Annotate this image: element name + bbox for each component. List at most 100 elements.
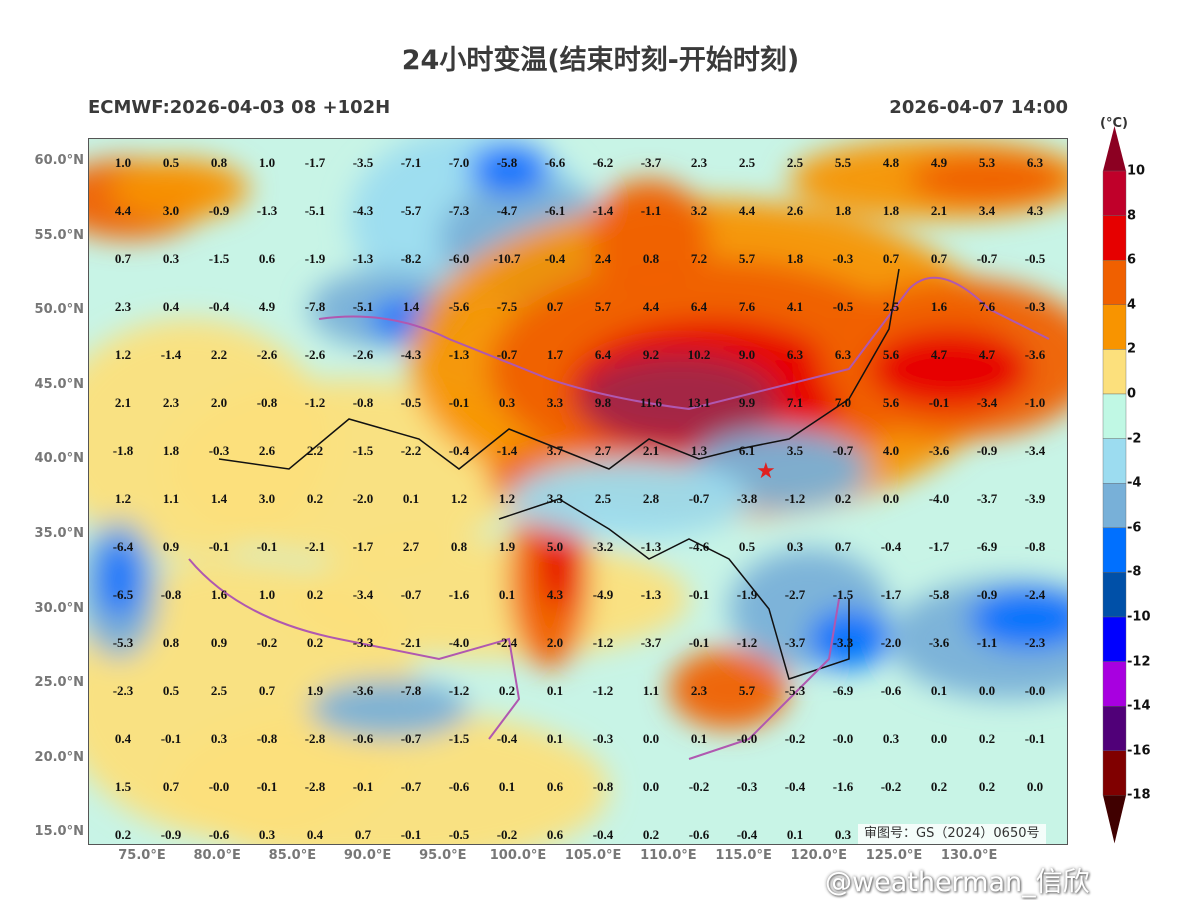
- grid-value: -0.3: [1025, 299, 1046, 314]
- grid-value: 2.3: [691, 155, 708, 170]
- grid-value: 2.8: [643, 491, 660, 506]
- grid-value: -5.8: [929, 587, 950, 602]
- colorbar-label: -12: [1127, 654, 1151, 670]
- grid-value: 5.7: [595, 299, 612, 314]
- grid-value: 3.2: [691, 203, 707, 218]
- grid-value: -7.8: [401, 683, 422, 698]
- colorbar-label: -4: [1127, 475, 1142, 491]
- grid-value: -6.1: [545, 203, 566, 218]
- grid-value: -0.6: [353, 731, 374, 746]
- grid-value: -1.4: [161, 347, 182, 362]
- grid-value: 3.4: [979, 203, 996, 218]
- longitude-label: 130.0°E: [940, 848, 998, 863]
- colorbar-label: 10: [1127, 163, 1146, 179]
- grid-value: 5.5: [835, 155, 852, 170]
- grid-value: -5.6: [449, 299, 470, 314]
- grid-value: 0.8: [211, 155, 228, 170]
- grid-value: -0.1: [353, 779, 374, 794]
- grid-value: 7.1: [787, 395, 803, 410]
- grid-value: -6.5: [113, 587, 134, 602]
- longitude-label: 85.0°E: [268, 848, 317, 863]
- grid-value: 6.4: [595, 347, 612, 362]
- grid-value: -1.3: [641, 587, 662, 602]
- grid-value: -4.0: [449, 635, 470, 650]
- grid-value: -3.3: [353, 635, 374, 650]
- grid-value: -1.4: [497, 443, 518, 458]
- grid-value: 1.0: [259, 587, 275, 602]
- grid-value: -1.2: [449, 683, 470, 698]
- grid-value: 10.2: [688, 347, 711, 362]
- grid-value: -3.6: [929, 443, 950, 458]
- grid-value: 1.4: [403, 299, 420, 314]
- map-approval-note: 审图号：GS（2024）0650号: [858, 824, 1046, 844]
- grid-value: 1.1: [643, 683, 659, 698]
- grid-value: -3.7: [641, 635, 662, 650]
- grid-value: -0.9: [977, 587, 998, 602]
- grid-value: 2.1: [115, 395, 131, 410]
- colorbar-label: -6: [1127, 520, 1142, 536]
- grid-value: -0.0: [1025, 683, 1046, 698]
- grid-value: -0.8: [257, 731, 278, 746]
- colorbar-unit: (°C): [1100, 116, 1128, 131]
- grid-value: 2.5: [739, 155, 756, 170]
- grid-value: -0.2: [689, 779, 710, 794]
- valid-time-label: 2026-04-07 14:00: [889, 97, 1068, 118]
- colorbar-label: 2: [1127, 341, 1137, 357]
- grid-value: 1.6: [211, 587, 228, 602]
- grid-value: -0.1: [209, 539, 230, 554]
- grid-value: -0.1: [689, 635, 710, 650]
- grid-value: 0.5: [163, 155, 180, 170]
- grid-value: 0.3: [883, 731, 900, 746]
- grid-value: -3.9: [1025, 491, 1046, 506]
- grid-value: 5.6: [883, 347, 900, 362]
- grid-value: -1.6: [833, 779, 854, 794]
- temperature-field: [89, 139, 1067, 844]
- grid-value: 4.9: [259, 299, 276, 314]
- grid-value: 0.9: [163, 539, 180, 554]
- grid-value: -2.8: [305, 779, 326, 794]
- grid-value: -0.0: [833, 731, 854, 746]
- grid-value: -0.5: [401, 395, 422, 410]
- grid-value: -0.3: [833, 251, 854, 266]
- colorbar-segment: [1102, 349, 1127, 395]
- grid-value: -1.7: [305, 155, 326, 170]
- grid-value: -6.0: [449, 251, 470, 266]
- grid-value: -1.5: [833, 587, 854, 602]
- grid-value: -6.9: [977, 539, 998, 554]
- grid-value: 0.4: [307, 827, 324, 842]
- grid-value: 0.5: [739, 539, 756, 554]
- grid-value: 3.0: [259, 491, 275, 506]
- grid-value: -0.4: [593, 827, 614, 842]
- colorbar-segment: [1102, 616, 1127, 662]
- grid-value: 0.8: [451, 539, 468, 554]
- longitude-label: 115.0°E: [715, 848, 772, 863]
- colorbar-label: -14: [1127, 698, 1151, 714]
- grid-value: -7.5: [497, 299, 518, 314]
- grid-value: -1.2: [593, 635, 614, 650]
- grid-value: 0.3: [787, 539, 804, 554]
- grid-value: -0.8: [593, 779, 614, 794]
- grid-value: 0.3: [163, 251, 180, 266]
- grid-value: 2.3: [115, 299, 132, 314]
- model-run-label: ECMWF:2026-04-03 08 +102H: [88, 97, 391, 118]
- grid-value: 0.3: [211, 731, 228, 746]
- grid-value: -2.4: [1025, 587, 1046, 602]
- grid-value: -0.0: [209, 779, 230, 794]
- grid-value: -0.2: [881, 779, 902, 794]
- grid-value: 1.4: [211, 491, 228, 506]
- grid-value: 4.0: [883, 443, 899, 458]
- grid-value: 4.9: [931, 155, 948, 170]
- grid-value: 5.6: [883, 395, 900, 410]
- latitude-label: 55.0°N: [34, 227, 84, 243]
- grid-value: 0.0: [1027, 779, 1043, 794]
- field-region: [909, 154, 1067, 204]
- grid-value: 1.9: [307, 683, 324, 698]
- grid-value: -3.7: [785, 635, 806, 650]
- field-region: [539, 509, 579, 609]
- grid-value: 5.7: [739, 251, 756, 266]
- grid-value: -1.9: [305, 251, 326, 266]
- grid-value: 2.3: [163, 395, 180, 410]
- grid-value: 1.2: [499, 491, 515, 506]
- grid-value: 1.2: [115, 491, 131, 506]
- grid-value: 3.5: [787, 443, 804, 458]
